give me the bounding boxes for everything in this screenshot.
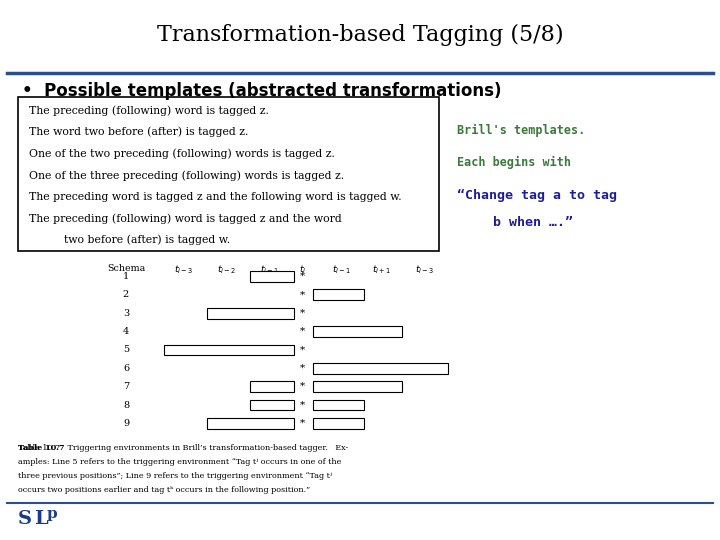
Text: $t_{i+1}$: $t_{i+1}$: [372, 264, 391, 276]
Text: $t_{i-2}$: $t_{i-2}$: [217, 264, 236, 276]
Bar: [313, 326, 402, 337]
Text: Table 10.7   Triggering environments in Brill’s transformation-based tagger.   E: Table 10.7 Triggering environments in Br…: [18, 444, 348, 452]
Text: $t_{i-1}$: $t_{i-1}$: [261, 264, 279, 276]
Text: 5: 5: [123, 346, 129, 354]
Bar: [250, 271, 294, 282]
Text: Table 10.7: Table 10.7: [18, 444, 65, 452]
Text: L: L: [34, 510, 48, 528]
Text: 9: 9: [123, 419, 129, 428]
Text: *: *: [300, 309, 305, 318]
Text: occurs two positions earlier and tag tᵏ occurs in the following position.”: occurs two positions earlier and tag tᵏ …: [18, 486, 310, 494]
Text: The preceding (following) word is tagged z and the word: The preceding (following) word is tagged…: [29, 213, 341, 224]
Text: 6: 6: [123, 364, 129, 373]
Text: One of the three preceding (following) words is tagged z.: One of the three preceding (following) w…: [29, 170, 344, 181]
Text: 8: 8: [123, 401, 129, 409]
Bar: [313, 381, 402, 392]
Text: S: S: [18, 510, 32, 528]
Text: Schema: Schema: [107, 264, 145, 273]
Text: The word two before (after) is tagged z.: The word two before (after) is tagged z.: [29, 127, 248, 138]
Text: *: *: [300, 382, 305, 391]
Text: amples: Line 5 refers to the triggering environment “Tag tʲ occurs in one of the: amples: Line 5 refers to the triggering …: [18, 458, 341, 466]
Text: One of the two preceding (following) words is tagged z.: One of the two preceding (following) wor…: [29, 148, 335, 159]
Text: $t_{i-3}$: $t_{i-3}$: [174, 264, 193, 276]
Text: $t_i$: $t_i$: [299, 264, 306, 276]
Text: “Change tag a to tag: “Change tag a to tag: [457, 189, 617, 202]
Text: The preceding (following) word is tagged z.: The preceding (following) word is tagged…: [29, 105, 269, 116]
Text: *: *: [300, 272, 305, 281]
Text: *: *: [300, 419, 305, 428]
Text: 1: 1: [123, 272, 129, 281]
Bar: [313, 289, 364, 300]
Text: *: *: [300, 291, 305, 299]
Text: $t_{i-3}$: $t_{i-3}$: [415, 264, 434, 276]
Text: three previous positions”; Line 9 refers to the triggering environment “Tag tʲ: three previous positions”; Line 9 refers…: [18, 472, 332, 480]
Text: •  Possible templates (abstracted transformations): • Possible templates (abstracted transfo…: [22, 82, 501, 100]
Text: Transformation-based Tagging (5/8): Transformation-based Tagging (5/8): [157, 24, 563, 46]
Text: 3: 3: [123, 309, 129, 318]
Bar: [313, 418, 364, 429]
Text: *: *: [300, 346, 305, 354]
Text: p: p: [47, 507, 58, 521]
Text: 4: 4: [123, 327, 129, 336]
Bar: [313, 363, 448, 374]
Text: Each begins with: Each begins with: [457, 156, 571, 168]
Bar: [250, 400, 294, 410]
Text: b when ….”: b when ….”: [493, 216, 573, 229]
Text: 2: 2: [123, 291, 129, 299]
Bar: [207, 308, 294, 319]
Bar: [207, 418, 294, 429]
Text: $t_{i-1}$: $t_{i-1}$: [333, 264, 351, 276]
Text: The preceding word is tagged z and the following word is tagged w.: The preceding word is tagged z and the f…: [29, 192, 402, 202]
Bar: [313, 400, 364, 410]
Text: two before (after) is tagged w.: two before (after) is tagged w.: [29, 235, 230, 246]
Text: *: *: [300, 327, 305, 336]
Text: *: *: [300, 364, 305, 373]
Bar: [250, 381, 294, 392]
Text: Brill's templates.: Brill's templates.: [457, 124, 585, 137]
Text: *: *: [300, 401, 305, 409]
Bar: [164, 345, 294, 355]
Bar: [18, 97, 439, 251]
Text: 7: 7: [123, 382, 129, 391]
